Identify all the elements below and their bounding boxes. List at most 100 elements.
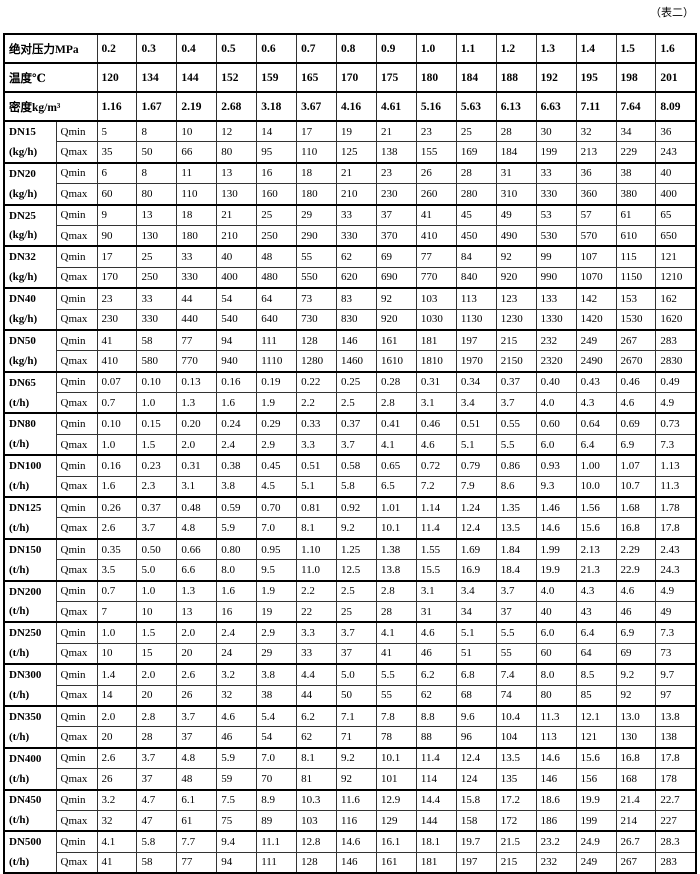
qmin-cell: 5.4 — [256, 704, 298, 728]
qmax-cell: 11.4 — [415, 517, 457, 540]
qmax-cell: 24 — [216, 642, 258, 665]
qmin-cell: 0.16 — [216, 370, 258, 394]
table-row: (t/h) Qmax 10 15 20 24 29 33 37 41 46 51 55 60 64 69 73 — [3, 642, 697, 665]
qmax-cell: 62 — [296, 726, 338, 749]
qmin-cell: 58 — [136, 328, 178, 352]
qmax-cell: 232 — [535, 851, 577, 874]
qmax-label: Qmax — [55, 433, 98, 456]
qmax-cell: 32 — [96, 809, 138, 832]
qmin-cell: 0.23 — [136, 454, 178, 477]
header-cell: 192 — [535, 62, 577, 93]
qmin-cell: 40 — [655, 161, 697, 185]
qmin-cell: 13 — [136, 203, 178, 226]
qmax-cell: 1280 — [296, 350, 338, 373]
qmin-cell: 5.1 — [455, 621, 497, 644]
table-row: (t/h) Qmax 1.6 2.3 3.1 3.8 4.5 5.1 5.8 6.5 7.2 7.9 8… — [3, 475, 697, 498]
qmin-label: Qmin — [55, 454, 98, 477]
pipe-size-label: DN500 — [3, 830, 57, 853]
qmax-cell: 197 — [455, 851, 497, 874]
qmax-cell: 160 — [256, 183, 298, 206]
qmin-cell: 6.1 — [176, 788, 218, 811]
qmin-cell: 0.10 — [96, 412, 138, 435]
qmin-cell: 0.69 — [615, 412, 657, 435]
qmin-cell: 14.6 — [535, 746, 577, 770]
qmin-cell: 0.66 — [176, 537, 218, 561]
table-row: DN200 Qmin 0.7 1.0 1.3 1.6 1.9 2.2 2.5 2.8 3.1 3.4 3… — [3, 579, 697, 602]
qmin-cell: 0.49 — [655, 370, 697, 394]
header-cell: 5.63 — [455, 91, 497, 122]
qmin-cell: 0.45 — [256, 454, 298, 477]
qmax-cell: 440 — [176, 308, 218, 331]
qmin-cell: 14.4 — [415, 788, 457, 811]
qmax-cell: 46 — [615, 600, 657, 623]
qmin-cell: 4.6 — [415, 621, 457, 644]
qmax-cell: 290 — [296, 224, 338, 247]
qmax-cell: 21.3 — [575, 559, 617, 582]
qmax-cell: 7 — [96, 600, 138, 623]
qmin-cell: 6.2 — [296, 704, 338, 728]
qmax-cell: 10 — [136, 600, 178, 623]
qmax-cell: 10.1 — [375, 517, 417, 540]
qmin-cell: 1.68 — [615, 496, 657, 519]
qmin-cell: 6.2 — [415, 663, 457, 686]
qmax-cell: 16.8 — [615, 517, 657, 540]
qmin-cell: 21 — [336, 161, 377, 185]
qmin-cell: 8.8 — [415, 704, 457, 728]
qmax-cell: 110 — [296, 141, 338, 164]
qmax-label: Qmax — [55, 475, 98, 498]
table-row: (kg/h) Qmax 35 50 66 80 95 110 125 138 155 169 184 19… — [3, 141, 697, 164]
qmax-cell: 1.9 — [256, 392, 298, 414]
qmax-cell: 156 — [575, 768, 617, 790]
qmax-cell: 41 — [96, 851, 138, 874]
header-cell: 7.64 — [615, 91, 657, 122]
qmin-cell: 0.37 — [136, 496, 178, 519]
header-cell: 1.0 — [415, 33, 457, 64]
qmin-label: Qmin — [55, 120, 98, 143]
qmin-cell: 18 — [296, 161, 338, 185]
qmin-cell: 11.1 — [256, 830, 298, 853]
qmin-cell: 2.2 — [296, 579, 338, 602]
qmax-label: Qmax — [55, 308, 98, 331]
qmax-cell: 1620 — [655, 308, 697, 331]
qmin-cell: 283 — [655, 328, 697, 352]
table-row: DN400 Qmin 2.6 3.7 4.8 5.9 7.0 8.1 9.2 10.1 11.4 12… — [3, 746, 697, 770]
qmin-cell: 2.4 — [216, 621, 258, 644]
qmax-cell: 114 — [415, 768, 457, 790]
qmax-cell: 26 — [176, 684, 218, 707]
qmax-cell: 74 — [495, 684, 537, 707]
unit-label: (kg/h) — [3, 267, 57, 289]
qmax-label: Qmax — [55, 224, 98, 247]
qmax-cell: 95 — [256, 141, 298, 164]
qmax-cell: 1030 — [415, 308, 457, 331]
qmax-cell: 830 — [336, 308, 377, 331]
qmin-cell: 12.4 — [455, 746, 497, 770]
qmin-cell: 3.7 — [176, 704, 218, 728]
pipe-size-label: DN15 — [3, 120, 57, 142]
qmax-cell: 4.3 — [575, 392, 617, 414]
qmin-cell: 0.31 — [176, 454, 218, 477]
qmin-cell: 9 — [96, 203, 138, 226]
qmin-cell: 3.2 — [216, 663, 258, 686]
qmin-cell: 0.33 — [296, 412, 338, 435]
qmax-cell: 41 — [375, 642, 417, 665]
qmin-cell: 92 — [375, 287, 417, 310]
qmax-cell: 210 — [216, 224, 258, 247]
qmax-cell: 37 — [176, 726, 218, 749]
qmin-cell: 0.10 — [136, 370, 178, 394]
qmax-cell: 50 — [136, 141, 178, 164]
qmin-cell: 142 — [575, 287, 617, 310]
qmax-cell: 116 — [336, 809, 377, 832]
header-cell: 1.2 — [495, 33, 537, 64]
qmin-cell: 18.1 — [415, 830, 457, 853]
qmax-cell: 19.9 — [535, 559, 577, 582]
qmax-cell: 1610 — [375, 350, 417, 373]
qmin-cell: 0.41 — [375, 412, 417, 435]
qmin-cell: 1.84 — [495, 537, 537, 561]
qmax-cell: 31 — [415, 600, 457, 623]
qmax-cell: 16 — [216, 600, 258, 623]
qmax-cell: 3.4 — [455, 392, 497, 414]
qmax-cell: 96 — [455, 726, 497, 749]
qmin-cell: 36 — [575, 161, 617, 185]
table-row: DN32 Qmin 17 25 33 40 48 55 62 69 77 84 92 99 107 115 12… — [3, 245, 697, 268]
qmax-cell: 3.5 — [96, 559, 138, 582]
